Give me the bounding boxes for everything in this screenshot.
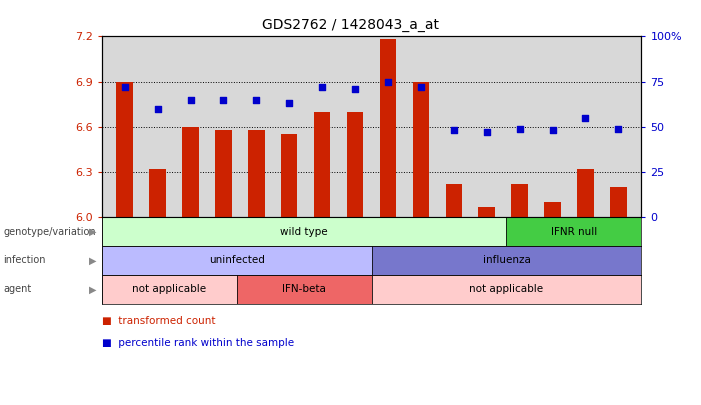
Point (415, 84, 426, 90)
Point (350, 85, 361, 92)
Bar (102, 275, 237, 304)
Point (382, 78, 393, 85)
Text: agent: agent (4, 284, 32, 294)
Bar (116, 81, 133, 217)
Text: wild type: wild type (280, 226, 328, 237)
Bar (610, 187, 627, 217)
Bar (372, 246, 641, 275)
Text: ■  percentile rank within the sample: ■ percentile rank within the sample (102, 338, 294, 348)
Bar (413, 81, 429, 217)
Point (547, 127, 558, 134)
Text: ■  transformed count: ■ transformed count (102, 316, 215, 326)
Bar (372, 275, 641, 304)
Bar (215, 130, 231, 217)
Bar (507, 217, 641, 246)
Point (481, 129, 492, 135)
Bar (314, 112, 330, 217)
Text: ▶: ▶ (89, 226, 97, 237)
Point (185, 96, 196, 103)
Point (448, 127, 459, 134)
Text: GDS2762 / 1428043_a_at: GDS2762 / 1428043_a_at (262, 18, 439, 32)
Point (152, 105, 163, 112)
Point (218, 96, 229, 103)
Point (251, 96, 262, 103)
Point (284, 100, 295, 107)
Bar (577, 169, 594, 217)
Text: influenza: influenza (482, 256, 531, 265)
Text: ▶: ▶ (89, 284, 97, 294)
Text: uninfected: uninfected (209, 256, 264, 265)
Text: genotype/variation: genotype/variation (4, 226, 96, 237)
Bar (544, 202, 561, 217)
Bar (149, 169, 166, 217)
Text: IFN-beta: IFN-beta (282, 284, 326, 294)
Point (119, 84, 130, 90)
Bar (446, 184, 462, 217)
Bar (281, 134, 297, 217)
Text: infection: infection (4, 256, 46, 265)
Bar (512, 184, 528, 217)
Bar (248, 130, 264, 217)
Bar (182, 127, 199, 217)
Text: ▶: ▶ (89, 256, 97, 265)
Point (514, 125, 525, 132)
Point (317, 84, 328, 90)
Text: IFNR null: IFNR null (551, 226, 597, 237)
Text: not applicable: not applicable (470, 284, 543, 294)
Bar (102, 246, 372, 275)
Bar (237, 275, 372, 304)
Bar (102, 217, 507, 246)
Bar (479, 207, 495, 217)
Bar (380, 39, 396, 217)
Point (580, 115, 591, 121)
Bar (347, 112, 363, 217)
Point (613, 125, 624, 132)
Text: not applicable: not applicable (132, 284, 206, 294)
